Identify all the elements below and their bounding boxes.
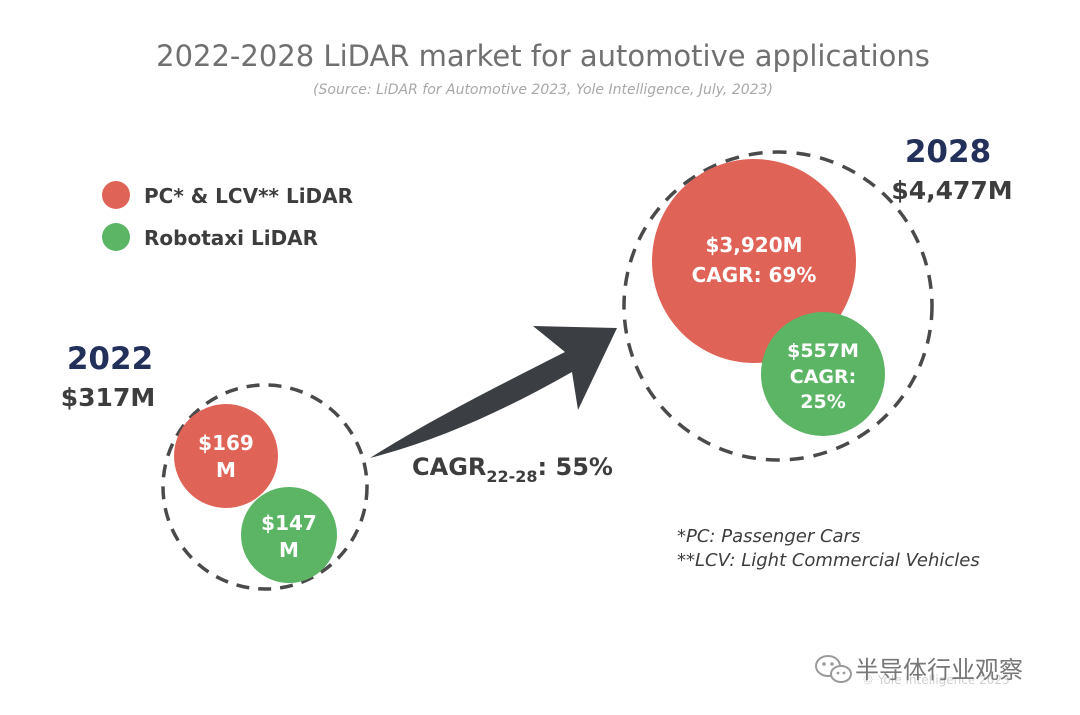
cagr-label: CAGR22-28: 55% (412, 453, 613, 486)
cagr-suffix: : 55% (538, 453, 613, 481)
watermark-copyright: © Yole Intelligence 2023 (862, 673, 1010, 687)
watermark-text: 半导体行业观察 (855, 656, 1023, 684)
bubble-2022-robotaxi-line-2: M (279, 538, 299, 562)
bubble-2028-robotaxi (761, 312, 885, 436)
footnote-lcv: **LCV: Light Commercial Vehicles (677, 550, 980, 571)
ring-2022 (161, 383, 369, 591)
legend-label-robotaxi: Robotaxi LiDAR (144, 226, 318, 250)
legend-label-pc-lcv: PC* & LCV** LiDAR (144, 184, 353, 208)
legend: PC* & LCV** LiDAR Robotaxi LiDAR (102, 181, 353, 251)
bubble-2022-pc-lcv-line-2: M (216, 458, 236, 482)
footnote-pc: *PC: Passenger Cars (677, 526, 860, 547)
growth-arrow (370, 326, 617, 458)
bubble-2028-robotaxi-line-1: $557M (787, 340, 859, 362)
year-2028-label: 2028 (905, 134, 991, 170)
bubble-2028-robotaxi-line-2: CAGR: (790, 366, 856, 388)
total-2028-label: $4,477M (891, 176, 1012, 205)
legend-swatch-pc-lcv (102, 181, 130, 209)
bubble-2022-pc-lcv (174, 404, 278, 508)
cagr-subscript: 22-28 (486, 467, 537, 486)
chart-title: 2022-2028 LiDAR market for automotive ap… (156, 39, 930, 73)
bubble-2022-robotaxi-line-1: $147 (261, 511, 317, 535)
watermark: © Yole Intelligence 2023 半导体行业观察 (815, 655, 1023, 687)
bubble-2028-pc-lcv-line-1: $3,920M (705, 233, 802, 257)
wechat-icon (815, 655, 852, 683)
bubble-2028-pc-lcv-line-2: CAGR: 69% (692, 263, 817, 287)
bubble-2022-pc-lcv-line-1: $169 (198, 431, 254, 455)
ring-2028 (622, 150, 934, 462)
bubble-2028-pc-lcv (652, 159, 856, 363)
bubble-2028-robotaxi-line-3: 25% (800, 391, 845, 413)
cagr-prefix: CAGR (412, 453, 486, 481)
total-2022-label: $317M (61, 383, 155, 412)
legend-swatch-robotaxi (102, 223, 130, 251)
chart-subtitle: (Source: LiDAR for Automotive 2023, Yole… (313, 82, 773, 98)
year-2022-label: 2022 (67, 341, 153, 377)
bubble-2022-robotaxi (241, 487, 337, 583)
